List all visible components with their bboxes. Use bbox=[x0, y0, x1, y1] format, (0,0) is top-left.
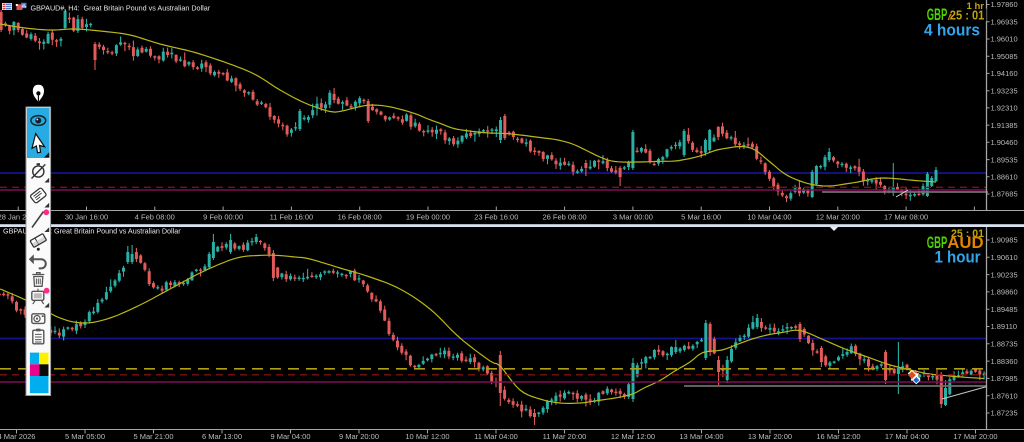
svg-text:19 Feb 00:00: 19 Feb 00:00 bbox=[406, 213, 450, 222]
svg-text:9 Mar 04:00: 9 Mar 04:00 bbox=[270, 432, 310, 441]
svg-text:GBP: GBP bbox=[927, 6, 948, 24]
svg-text:1.90610: 1.90610 bbox=[991, 253, 1018, 262]
svg-text:3 Mar 00:00: 3 Mar 00:00 bbox=[613, 213, 653, 222]
svg-text:1.88735: 1.88735 bbox=[991, 340, 1018, 349]
svg-text:AUD: AUD bbox=[947, 234, 983, 252]
svg-text:5 Mar 16:00: 5 Mar 16:00 bbox=[681, 213, 721, 222]
svg-text:1.89860: 1.89860 bbox=[991, 288, 1018, 297]
svg-text:26 Feb 08:00: 26 Feb 08:00 bbox=[542, 213, 586, 222]
svg-text:9 Feb 00:00: 9 Feb 00:00 bbox=[203, 213, 243, 222]
svg-text:1.94160: 1.94160 bbox=[991, 69, 1018, 78]
svg-text:GBP: GBP bbox=[927, 234, 948, 252]
svg-text:16 Feb 08:00: 16 Feb 08:00 bbox=[338, 213, 382, 222]
svg-text:1.88610: 1.88610 bbox=[991, 173, 1018, 182]
svg-text:10 Mar 12:00: 10 Mar 12:00 bbox=[405, 432, 449, 441]
svg-text:11 Mar 04:00: 11 Mar 04:00 bbox=[474, 432, 518, 441]
svg-text:1.90985: 1.90985 bbox=[991, 236, 1018, 245]
svg-text:1.87610: 1.87610 bbox=[991, 391, 1018, 400]
svg-text:6 Mar 13:00: 6 Mar 13:00 bbox=[202, 432, 242, 441]
svg-text:1.88360: 1.88360 bbox=[991, 357, 1018, 366]
svg-text:12 Mar 20:00: 12 Mar 20:00 bbox=[816, 213, 860, 222]
svg-text:4 Feb 08:00: 4 Feb 08:00 bbox=[135, 213, 175, 222]
svg-text:1.87985: 1.87985 bbox=[991, 374, 1018, 383]
svg-text:1.92310: 1.92310 bbox=[991, 104, 1018, 113]
svg-text:1.97860: 1.97860 bbox=[991, 0, 1018, 9]
svg-text:5 Mar 21:00: 5 Mar 21:00 bbox=[133, 432, 173, 441]
svg-text:11 Mar 20:00: 11 Mar 20:00 bbox=[543, 432, 587, 441]
svg-text:25 : 01: 25 : 01 bbox=[951, 228, 984, 240]
svg-text:28 Jan 2026: 28 Jan 2026 bbox=[0, 213, 39, 222]
svg-text:13 Mar 04:00: 13 Mar 04:00 bbox=[679, 432, 723, 441]
svg-text:1 hour: 1 hour bbox=[935, 249, 982, 267]
svg-text:1.96935: 1.96935 bbox=[991, 17, 1018, 26]
svg-text:13 Mar 20:00: 13 Mar 20:00 bbox=[748, 432, 792, 441]
svg-text:10 Mar 04:00: 10 Mar 04:00 bbox=[747, 213, 791, 222]
svg-text:GBPAUD#, H1: Great Britain Pou: GBPAUD#, H1: Great Britain Pound vs Aust… bbox=[3, 227, 181, 236]
svg-text:17 Mar 04:00: 17 Mar 04:00 bbox=[885, 432, 929, 441]
svg-text:4 hours: 4 hours bbox=[924, 21, 980, 39]
svg-text:5 Mar 05:00: 5 Mar 05:00 bbox=[65, 432, 105, 441]
svg-text:23 Feb 16:00: 23 Feb 16:00 bbox=[474, 213, 518, 222]
svg-text:11 Feb 16:00: 11 Feb 16:00 bbox=[270, 213, 314, 222]
svg-text:1.95085: 1.95085 bbox=[991, 52, 1018, 61]
svg-text:17 Mar 20:00: 17 Mar 20:00 bbox=[953, 432, 997, 441]
svg-text:1.89535: 1.89535 bbox=[991, 155, 1018, 164]
svg-text:1.90460: 1.90460 bbox=[991, 138, 1018, 147]
svg-text:1.90235: 1.90235 bbox=[991, 270, 1018, 279]
svg-text:1.87235: 1.87235 bbox=[991, 409, 1018, 418]
svg-text:1.93235: 1.93235 bbox=[991, 86, 1018, 95]
svg-text:30 Jan 16:00: 30 Jan 16:00 bbox=[65, 213, 108, 222]
svg-text:GBPAUD#, H4: Great Britain Po: GBPAUD#, H4: Great Britain Pound vs Aust… bbox=[31, 4, 211, 13]
svg-text:1.91385: 1.91385 bbox=[991, 121, 1018, 130]
svg-text:1.89485: 1.89485 bbox=[991, 305, 1018, 314]
svg-text:12 Mar 12:00: 12 Mar 12:00 bbox=[611, 432, 655, 441]
svg-text:1.89110: 1.89110 bbox=[991, 322, 1018, 331]
svg-text:16 Mar 12:00: 16 Mar 12:00 bbox=[816, 432, 860, 441]
svg-text:25 : 01: 25 : 01 bbox=[950, 9, 985, 23]
svg-text:1.96010: 1.96010 bbox=[991, 35, 1018, 44]
svg-text:1.87685: 1.87685 bbox=[991, 190, 1018, 199]
svg-text:4 Mar 2026: 4 Mar 2026 bbox=[0, 432, 35, 441]
svg-text:1 hr: 1 hr bbox=[967, 1, 985, 12]
svg-text:9 Mar 20:00: 9 Mar 20:00 bbox=[339, 432, 379, 441]
svg-text:17 Mar 08:00: 17 Mar 08:00 bbox=[884, 213, 928, 222]
